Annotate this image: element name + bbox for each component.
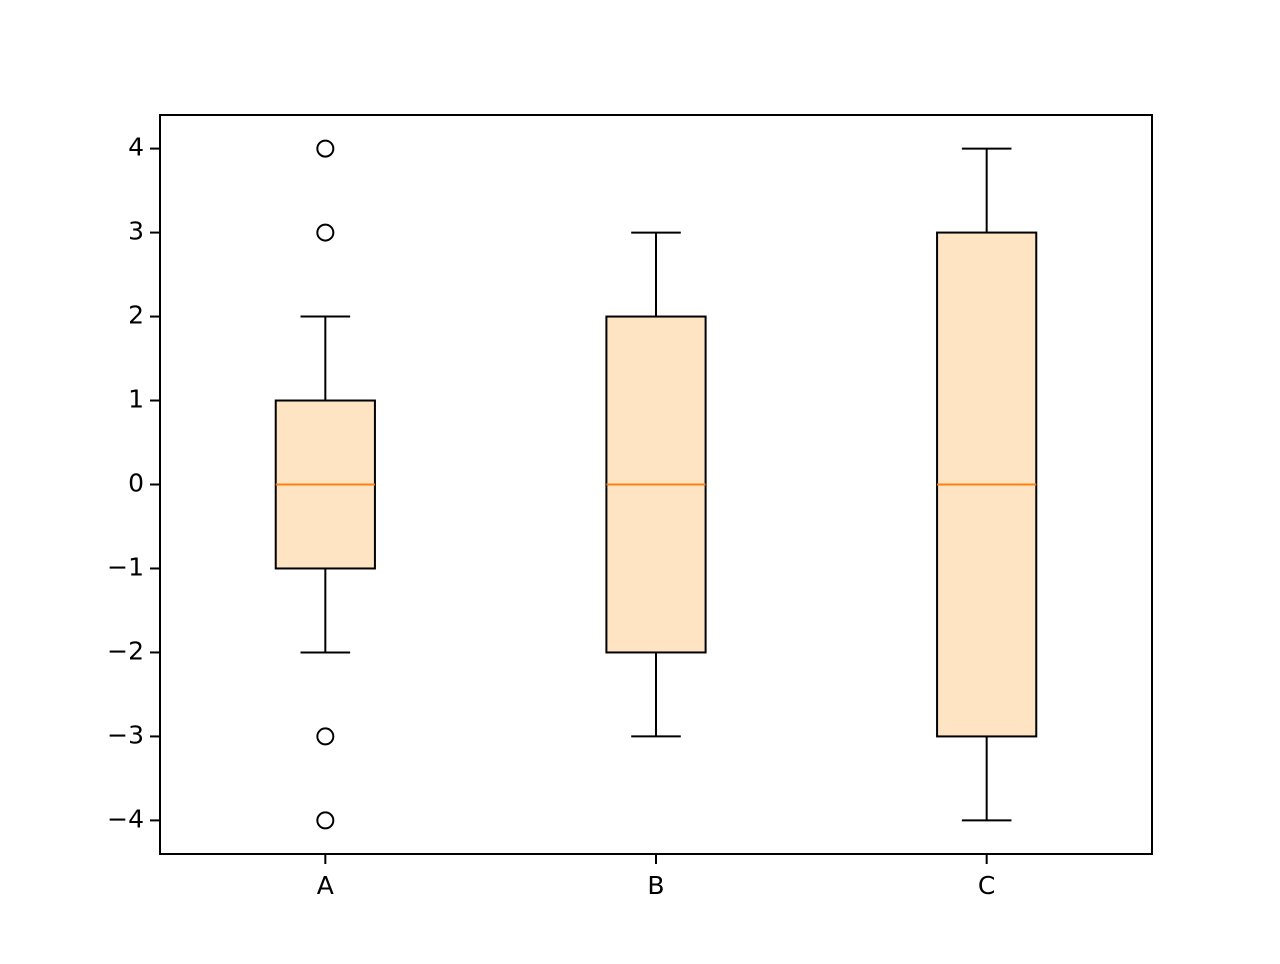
y-tick-label: 1	[128, 385, 144, 414]
y-tick-label: −4	[107, 804, 144, 833]
y-tick-label: −2	[107, 636, 144, 665]
y-tick-label: −3	[107, 720, 144, 749]
flier	[316, 727, 335, 746]
flier	[316, 223, 335, 242]
y-tick-label: 2	[128, 301, 144, 330]
plot-frame	[159, 114, 1153, 855]
y-tick-label: 0	[128, 469, 144, 498]
x-tick-label: C	[978, 871, 995, 900]
y-tick-label: −1	[107, 552, 144, 581]
flier	[316, 139, 335, 158]
y-tick-label: 4	[128, 133, 144, 162]
flier	[316, 811, 335, 830]
x-tick-label: B	[647, 871, 664, 900]
x-tick-label: A	[317, 871, 334, 900]
y-tick-label: 3	[128, 217, 144, 246]
